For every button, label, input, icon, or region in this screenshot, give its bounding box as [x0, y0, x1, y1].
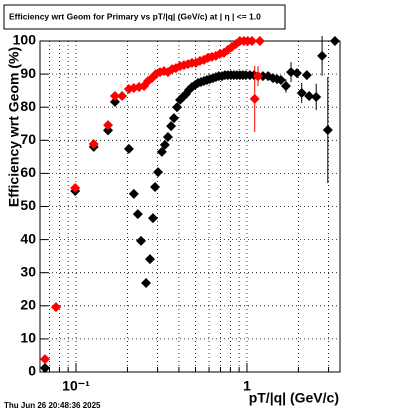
data-point — [252, 71, 263, 82]
y-tick-label: 30 — [20, 263, 36, 279]
data-point — [275, 75, 286, 86]
y-tick-label: 10 — [20, 330, 36, 346]
data-point — [147, 213, 158, 224]
title-box — [3, 4, 286, 30]
y-tick-label: 40 — [20, 230, 36, 246]
data-point — [145, 254, 156, 265]
data-point — [70, 182, 81, 193]
data-point — [168, 113, 179, 124]
data-point — [103, 120, 114, 131]
y-tick-label: 100 — [13, 32, 37, 48]
data-point — [40, 354, 51, 365]
y-tick-label: 0 — [28, 363, 36, 379]
y-tick-label: 90 — [20, 65, 36, 81]
data-point — [301, 70, 312, 81]
chart-title: Efficiency wrt Geom for Primary vs pT/|q… — [9, 11, 261, 21]
x-tick-label: 10⁻¹ — [62, 378, 90, 394]
data-point — [103, 125, 114, 136]
data-point — [311, 91, 322, 102]
data-point — [162, 131, 173, 142]
data-point — [135, 235, 146, 246]
data-point — [88, 138, 99, 149]
y-tick-label: 70 — [20, 131, 36, 147]
data-point — [246, 36, 257, 46]
x-tick-label: 1 — [243, 378, 251, 394]
data-point — [132, 209, 143, 220]
data-point — [166, 121, 177, 132]
y-tick-label: 20 — [20, 297, 36, 313]
data-point — [172, 102, 183, 113]
data-point — [291, 68, 302, 79]
data-point — [50, 302, 61, 313]
data-point — [329, 36, 340, 46]
data-point — [254, 36, 265, 46]
x-axis-label: pT/|q| (GeV/c) — [249, 390, 339, 406]
y-axis-label: Efficiency wrt Geom (%) — [6, 47, 22, 207]
data-point — [317, 50, 328, 61]
data-point — [249, 93, 260, 104]
data-point — [109, 96, 120, 107]
data-point — [128, 188, 139, 199]
y-tick-label: 60 — [20, 164, 36, 180]
data-point — [109, 90, 120, 101]
data-point — [40, 363, 51, 374]
y-tick-label: 80 — [20, 98, 36, 114]
data-point — [322, 125, 333, 136]
data-point — [123, 143, 134, 154]
data-point — [296, 87, 307, 98]
timestamp: Thu Jun 26 20:48:36 2025 — [4, 401, 101, 410]
data-point — [304, 90, 315, 101]
data-point — [150, 181, 161, 192]
data-point — [141, 277, 152, 288]
data-point — [159, 139, 170, 150]
data-point — [178, 60, 189, 71]
data-point — [153, 167, 164, 178]
y-tick-label: 50 — [20, 197, 36, 213]
data-point — [280, 81, 291, 92]
data-point — [117, 90, 128, 101]
